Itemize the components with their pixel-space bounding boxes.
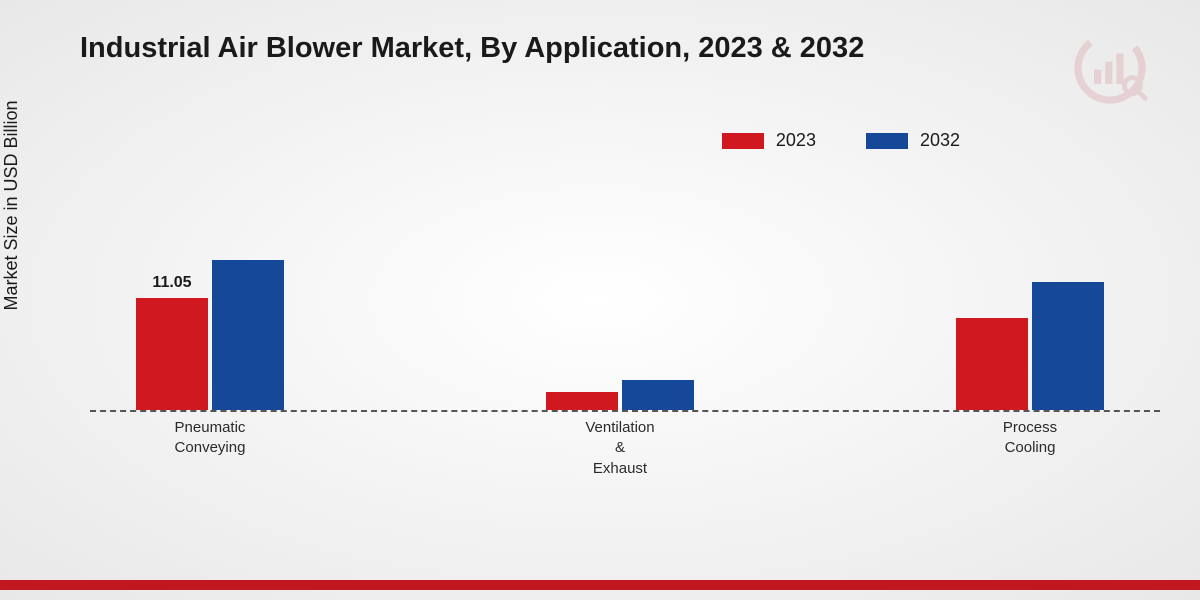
footer-accent-bar	[0, 580, 1200, 590]
bar-2023	[546, 392, 618, 410]
bar-pair	[546, 380, 694, 410]
legend-swatch-2032	[866, 133, 908, 149]
legend-label-2032: 2032	[920, 130, 960, 151]
chart-plot-area: 2023 2032 11.05 Pneumatic Conveying Ventil…	[90, 120, 1160, 530]
bar-2032	[622, 380, 694, 410]
bar-value-label: 11.05	[152, 274, 191, 292]
category-label: Ventilation & Exhaust	[585, 418, 654, 479]
chart-legend: 2023 2032	[722, 130, 960, 151]
legend-swatch-2023	[722, 133, 764, 149]
y-axis-label: Market Size in USD Billion	[1, 100, 22, 310]
bar-pair	[956, 282, 1104, 410]
bar-2032	[212, 260, 284, 410]
category-label: Process Cooling	[1003, 418, 1057, 459]
bar-2023	[956, 318, 1028, 410]
legend-item-2032: 2032	[866, 130, 960, 151]
watermark-logo	[1070, 28, 1150, 108]
x-axis-baseline	[90, 410, 1160, 412]
category-label: Pneumatic Conveying	[175, 418, 246, 459]
legend-item-2023: 2023	[722, 130, 816, 151]
bar-2023	[136, 298, 208, 410]
bar-2032	[1032, 282, 1104, 410]
legend-label-2023: 2023	[776, 130, 816, 151]
chart-title: Industrial Air Blower Market, By Applica…	[80, 32, 864, 65]
